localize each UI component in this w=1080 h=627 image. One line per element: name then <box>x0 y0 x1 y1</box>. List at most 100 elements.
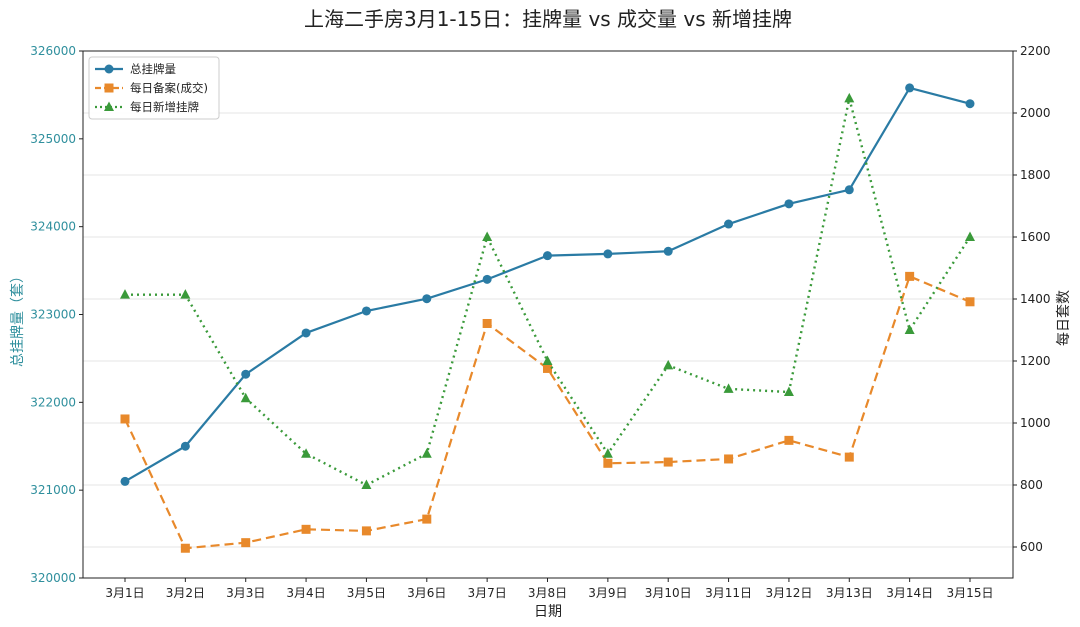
series-2 <box>120 92 975 489</box>
data-point <box>723 383 734 393</box>
right-tick-label: 2000 <box>1020 106 1051 120</box>
legend-box <box>88 56 220 120</box>
data-point <box>120 289 130 299</box>
data-point <box>361 526 371 536</box>
data-point <box>844 185 854 195</box>
right-y-axis: 600 800 1000 1200 1400 1600 1800 2000 2200 <box>1013 44 1051 554</box>
x-tick-label: 3月7日 <box>468 586 507 600</box>
series-line <box>124 86 971 483</box>
data-point <box>241 538 251 548</box>
left-tick-label: 323000 <box>30 308 76 322</box>
x-tick-label: 3月5日 <box>347 586 386 600</box>
data-point <box>784 435 794 445</box>
data-point <box>120 476 130 486</box>
data-point <box>301 524 311 534</box>
data-point <box>241 369 251 379</box>
x-tick-label: 3月6日 <box>407 586 446 600</box>
data-point <box>180 441 190 451</box>
legend-label: 每日新增挂牌 <box>130 100 199 114</box>
data-point <box>844 452 854 462</box>
data-point <box>422 514 432 524</box>
left-tick-label: 325000 <box>30 132 76 146</box>
data-point <box>905 271 915 281</box>
left-tick-label: 320000 <box>30 571 76 585</box>
series-line <box>125 97 972 487</box>
left-tick-label: 326000 <box>30 44 76 58</box>
series-line <box>124 275 971 550</box>
data-point <box>104 83 114 93</box>
chart-title: 上海二手房3月1-15日：挂牌量 vs 成交量 vs 新增挂牌 <box>304 7 792 31</box>
left-tick-label: 321000 <box>30 483 76 497</box>
right-tick-label: 1600 <box>1020 230 1051 244</box>
series-layer <box>120 83 975 553</box>
data-point <box>482 274 492 284</box>
data-point <box>904 324 915 334</box>
data-point <box>301 448 312 458</box>
x-tick-label: 3月1日 <box>105 586 144 600</box>
data-point <box>663 359 674 370</box>
x-tick-label: 3月10日 <box>645 586 692 600</box>
data-point <box>784 199 794 209</box>
right-tick-label: 600 <box>1020 540 1043 554</box>
data-point <box>422 294 432 304</box>
data-point <box>965 297 975 307</box>
x-axis: 3月1日 3月2日 3月3日 3月4日 3月5日 3月6日 3月7日 3月8日 3月9日 3月10… <box>105 578 993 600</box>
data-point <box>965 99 975 109</box>
data-point <box>543 251 552 261</box>
left-y-axis-label: 总挂牌量（套） <box>9 269 26 367</box>
right-tick-label: 2200 <box>1020 44 1051 58</box>
data-point <box>104 101 114 111</box>
right-tick-label: 1800 <box>1020 168 1051 182</box>
data-point <box>482 318 492 328</box>
x-tick-label: 3月8日 <box>528 586 567 600</box>
data-point <box>120 414 130 424</box>
right-tick-label: 800 <box>1020 478 1043 492</box>
x-tick-label: 3月15日 <box>947 586 994 600</box>
data-point <box>361 479 372 489</box>
data-point <box>180 543 190 553</box>
data-point <box>603 249 613 259</box>
data-point <box>663 457 673 467</box>
x-tick-label: 3月4日 <box>286 586 325 600</box>
data-point <box>542 355 553 365</box>
data-point <box>180 289 191 299</box>
x-tick-label: 3月12日 <box>765 586 812 600</box>
right-tick-label: 1400 <box>1020 292 1051 306</box>
x-tick-label: 3月14日 <box>886 586 933 600</box>
series-0 <box>120 83 975 486</box>
data-point <box>844 92 855 103</box>
legend-label: 每日备案(成交) <box>130 81 208 95</box>
left-tick-label: 322000 <box>30 395 76 409</box>
plot-frame <box>82 50 1014 579</box>
right-tick-label: 1200 <box>1020 354 1051 368</box>
data-point <box>965 231 975 241</box>
data-point <box>724 454 734 464</box>
data-point <box>482 231 493 241</box>
right-tick-label: 1000 <box>1020 416 1051 430</box>
data-point <box>543 363 552 373</box>
x-tick-label: 3月9日 <box>588 586 627 600</box>
data-point <box>301 328 311 338</box>
series-1 <box>120 271 975 553</box>
x-tick-label: 3月3日 <box>226 586 265 600</box>
data-point <box>361 306 371 316</box>
data-point <box>603 458 613 468</box>
x-axis-label: 日期 <box>534 604 562 620</box>
data-point <box>783 386 794 396</box>
data-point <box>421 448 432 458</box>
right-y-axis-label: 每日套数 <box>1056 290 1072 346</box>
grid-lines <box>83 50 1013 548</box>
left-y-axis: 320000 321000 322000 323000 324000 325000 3260… <box>30 44 83 585</box>
data-point <box>724 219 734 229</box>
x-tick-label: 3月13日 <box>826 586 873 600</box>
data-point <box>602 448 613 458</box>
x-tick-label: 3月11日 <box>705 586 752 600</box>
left-tick-label: 324000 <box>30 220 76 234</box>
x-tick-label: 3月2日 <box>166 586 205 600</box>
data-point <box>240 392 251 403</box>
data-point <box>663 246 673 256</box>
data-point <box>905 83 915 93</box>
data-point <box>104 64 114 74</box>
